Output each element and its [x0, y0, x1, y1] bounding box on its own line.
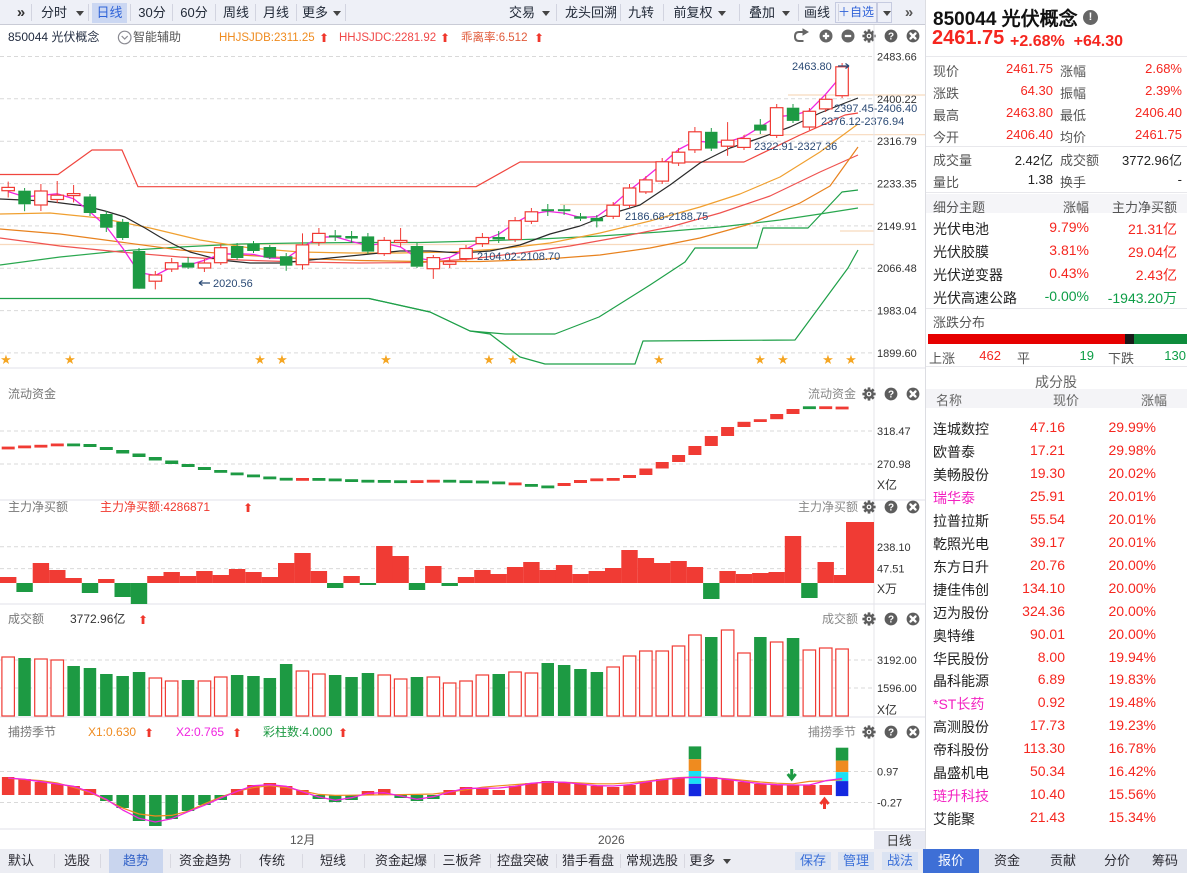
- svg-text:2322.91-2327.36: 2322.91-2327.36: [754, 141, 837, 153]
- svg-text:★: ★: [777, 352, 789, 367]
- svg-text:2186.68-2188.75: 2186.68-2188.75: [625, 211, 708, 223]
- svg-text:乖离率:6.512: 乖离率:6.512: [461, 30, 527, 44]
- svg-text:1983.04: 1983.04: [877, 306, 917, 318]
- svg-text:★: ★: [380, 352, 392, 367]
- svg-text:日线: 日线: [886, 834, 912, 848]
- svg-text:2483.66: 2483.66: [877, 52, 917, 64]
- svg-text:X2:0.765: X2:0.765: [176, 725, 224, 739]
- svg-text:★: ★: [64, 352, 76, 367]
- svg-text:X1:0.630: X1:0.630: [88, 725, 136, 739]
- svg-text:2316.79: 2316.79: [877, 136, 917, 148]
- svg-text:⬆: ⬆: [319, 31, 329, 45]
- svg-text:12月: 12月: [290, 833, 315, 847]
- svg-text:⬆: ⬆: [338, 726, 348, 740]
- svg-text:238.10: 238.10: [877, 542, 911, 554]
- svg-text:2104.02-2108.70: 2104.02-2108.70: [477, 251, 560, 263]
- svg-text:⬆: ⬆: [232, 726, 242, 740]
- svg-text:捕捞季节: 捕捞季节: [8, 724, 56, 739]
- svg-text:★: ★: [0, 352, 12, 367]
- svg-text:★: ★: [276, 352, 288, 367]
- svg-text:47.51: 47.51: [877, 564, 905, 576]
- svg-text:流动资金: 流动资金: [808, 386, 856, 401]
- svg-text:HHJSJDB:2311.25: HHJSJDB:2311.25: [219, 32, 315, 44]
- svg-text:★: ★: [507, 352, 519, 367]
- svg-text:★: ★: [754, 352, 766, 367]
- svg-text:2397.45-2406.40: 2397.45-2406.40: [834, 103, 917, 115]
- svg-text:⬆: ⬆: [144, 726, 154, 740]
- svg-text:流动资金: 流动资金: [8, 386, 56, 401]
- svg-text:2149.91: 2149.91: [877, 221, 917, 233]
- svg-text:2376.12-2376.94: 2376.12-2376.94: [821, 116, 904, 128]
- svg-text:318.47: 318.47: [877, 426, 911, 438]
- svg-text:主力净买额: 主力净买额: [798, 500, 858, 514]
- svg-text:⬆: ⬆: [534, 31, 544, 45]
- svg-text:?: ?: [888, 728, 894, 739]
- svg-text:★: ★: [653, 352, 665, 367]
- svg-text:主力净买额:4286871: 主力净买额:4286871: [100, 500, 210, 514]
- svg-text:0.97: 0.97: [877, 767, 898, 779]
- svg-text:270.98: 270.98: [877, 459, 911, 471]
- svg-text:2463.80: 2463.80: [792, 61, 832, 73]
- svg-text:⬆: ⬆: [440, 31, 450, 45]
- svg-text:?: ?: [888, 615, 894, 626]
- svg-text:★: ★: [845, 352, 857, 367]
- svg-text:X亿: X亿: [877, 477, 897, 492]
- svg-text:★: ★: [483, 352, 495, 367]
- svg-text:★: ★: [254, 352, 266, 367]
- svg-text:⬆: ⬆: [243, 501, 253, 515]
- svg-text:成交额: 成交额: [8, 611, 44, 626]
- svg-text:2233.35: 2233.35: [877, 179, 917, 191]
- svg-text:3772.96亿: 3772.96亿: [70, 611, 125, 626]
- svg-text:智能辅助: 智能辅助: [133, 29, 181, 44]
- svg-text:2026: 2026: [598, 833, 625, 847]
- svg-text:X万: X万: [877, 582, 897, 596]
- svg-text:彩柱数:4.000: 彩柱数:4.000: [263, 724, 333, 739]
- svg-text:2066.48: 2066.48: [877, 263, 917, 275]
- svg-text:850044 光伏概念: 850044 光伏概念: [8, 29, 99, 44]
- svg-text:2020.56: 2020.56: [213, 278, 253, 290]
- svg-text:2400.22: 2400.22: [877, 94, 917, 106]
- svg-text:HHJSJDC:2281.92: HHJSJDC:2281.92: [339, 32, 436, 44]
- svg-text:★: ★: [822, 352, 834, 367]
- svg-text:⬆: ⬆: [138, 613, 148, 627]
- svg-text:1899.60: 1899.60: [877, 348, 917, 360]
- svg-text:1596.00: 1596.00: [877, 683, 917, 695]
- svg-text:捕捞季节: 捕捞季节: [808, 724, 856, 739]
- svg-text:成交额: 成交额: [822, 611, 858, 626]
- svg-text:?: ?: [888, 32, 894, 43]
- svg-text:3192.00: 3192.00: [877, 655, 917, 667]
- svg-text:X亿: X亿: [877, 702, 897, 717]
- svg-text:?: ?: [888, 503, 894, 514]
- svg-text:主力净买额: 主力净买额: [8, 500, 68, 514]
- svg-text:?: ?: [888, 390, 894, 401]
- svg-text:-0.27: -0.27: [877, 798, 902, 810]
